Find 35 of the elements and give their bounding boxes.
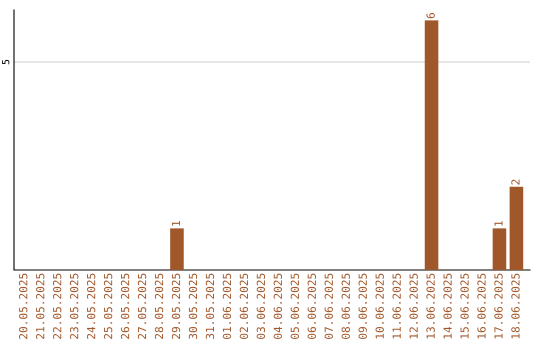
x-tick-label: 24.05.2025	[86, 274, 96, 339]
x-tick-label: 15.06.2025	[460, 274, 469, 338]
x-tick-label: 30.05.2025	[188, 274, 198, 339]
x-tick-label: 18.06.2025	[511, 274, 520, 338]
x-tick-label: 07.06.2025	[324, 274, 333, 339]
x-tick-label: 03.06.2025	[256, 274, 266, 339]
x-tick-label: 01.06.2025	[222, 274, 232, 339]
x-tick-label: 21.05.2025	[36, 274, 44, 339]
data-label: 6	[426, 13, 435, 18]
x-tick-label: 27.05.2025	[138, 274, 146, 339]
x-tick-label: 29.05.2025	[172, 274, 180, 339]
x-tick-label: 23.05.2025	[70, 274, 78, 339]
x-tick-label: 06.06.2025	[308, 274, 316, 339]
y-tick-label: 5	[2, 60, 10, 64]
x-tick-label: 28.05.2025	[154, 274, 164, 339]
data-label: 1	[172, 221, 180, 226]
x-tick-label: 10.06.2025	[375, 274, 384, 338]
x-tick-label: 05.06.2025	[290, 274, 300, 339]
x-tick-label: 22.05.2025	[52, 274, 62, 339]
x-tick-label: 16.06.2025	[477, 274, 486, 338]
x-tick-label: 08.06.2025	[342, 274, 350, 339]
x-tick-label: 12.06.2025	[409, 274, 418, 338]
x-tick-label: 26.05.2025	[120, 274, 130, 339]
x-tick-label: 13.06.2025	[426, 274, 435, 338]
x-tick-label: 09.06.2025	[358, 274, 367, 339]
data-label: 1	[494, 221, 503, 226]
x-tick-label: 25.05.2025	[104, 274, 112, 339]
x-tick-label: 14.06.2025	[443, 274, 452, 338]
x-tick-label: 02.06.2025	[240, 274, 248, 339]
x-tick-label: 11.06.2025	[392, 274, 401, 338]
x-tick-label: 04.06.2025	[274, 274, 282, 339]
x-tick-label: 31.05.2025	[206, 274, 214, 339]
x-tick-label: 17.06.2025	[494, 274, 503, 338]
x-tick-label: 20.05.2025	[19, 274, 28, 339]
data-label: 2	[511, 180, 520, 185]
